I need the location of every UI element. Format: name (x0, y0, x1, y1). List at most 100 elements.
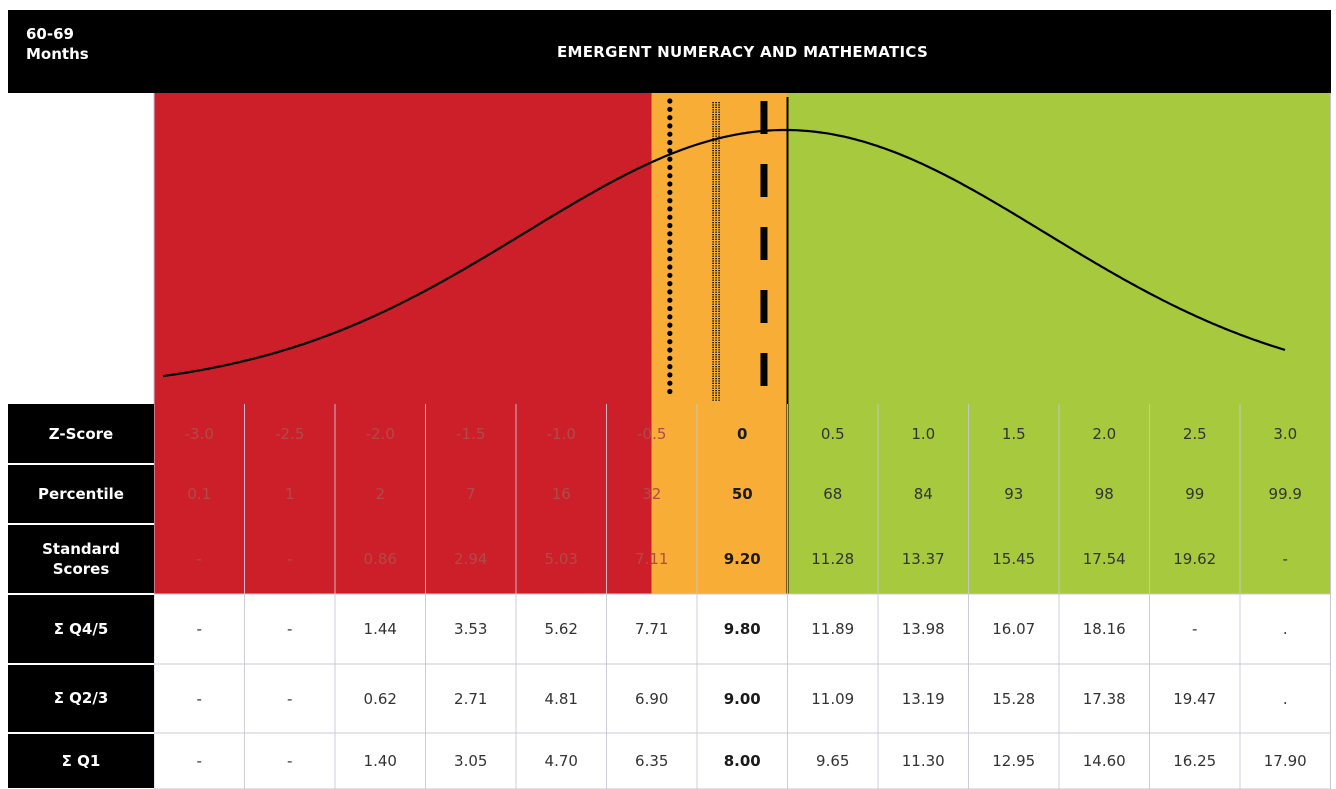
marker-dotted-dot (667, 289, 673, 295)
table-cell: 17.90 (1263, 752, 1307, 770)
table-cell: - (196, 550, 202, 568)
marker-dotted-dot (667, 231, 673, 237)
table-cell: 17.38 (1082, 689, 1126, 708)
label-separator (8, 593, 154, 595)
table-cell: - (287, 689, 293, 708)
marker-dotted-dot (667, 364, 673, 370)
marker-dotted-dot (667, 330, 673, 336)
table-cell: 1 (284, 485, 295, 503)
table-cell: 13.98 (901, 620, 945, 638)
table-cell: 4.81 (544, 689, 578, 708)
marker-dotted-dot (667, 148, 673, 154)
label-separator (8, 463, 154, 465)
table-cell: 15.45 (992, 550, 1036, 568)
table-cell: 15.28 (992, 689, 1036, 708)
marker-dotted-dot (667, 98, 673, 104)
table-cell: -2.0 (365, 425, 395, 443)
table-cell: - (196, 689, 202, 708)
table-cell: - (1192, 620, 1198, 638)
table-cell: 7.11 (635, 550, 669, 568)
table-cell: 32 (642, 485, 662, 503)
table-cell: 19.62 (1173, 550, 1217, 568)
table-cell: - (287, 620, 293, 638)
table-cell: 16.25 (1173, 752, 1217, 770)
marker-dotted-dot (667, 123, 673, 129)
table-cell: 68 (823, 485, 843, 503)
marker-dotted-dot (667, 388, 673, 395)
table-cell: 16 (551, 485, 571, 503)
table-cell: 50 (731, 485, 753, 503)
table-cell: - (196, 620, 202, 638)
table-cell: 9.80 (723, 620, 761, 638)
table-cell: 9.00 (723, 689, 761, 708)
table-cell: 11.09 (811, 689, 855, 708)
table-cell: 3.0 (1273, 425, 1298, 443)
label-separator (8, 523, 154, 525)
table-cell: 1.44 (363, 620, 397, 638)
label-separator (8, 663, 154, 665)
table-cell: 3.05 (454, 752, 488, 770)
table-cell: 9.20 (723, 550, 761, 568)
marker-dotted-dot (667, 380, 673, 386)
table-cell: -1.0 (546, 425, 576, 443)
table-cell: 14.60 (1082, 752, 1126, 770)
marker-dotted-dot (667, 106, 673, 112)
marker-dotted-dot (667, 297, 673, 303)
table-cell: 7 (465, 485, 476, 503)
row-label: Σ Q4/5 (8, 594, 154, 664)
table-cell: - (196, 752, 202, 770)
zone-red (154, 93, 652, 594)
row-label: Z-Score (8, 404, 154, 464)
marker-dotted-dot (667, 214, 673, 220)
marker-dotted-dot (667, 156, 673, 162)
table-cell: 11.30 (901, 752, 945, 770)
distribution-curve (162, 128, 1286, 378)
marker-dotted-dot (667, 314, 673, 320)
table-cell: 1.40 (363, 752, 397, 770)
marker-dotted-dot (667, 198, 673, 204)
table-cell: 0 (737, 425, 748, 443)
table-cell: 3.53 (454, 620, 488, 638)
marker-dotted-dot (667, 372, 673, 378)
marker-dotted-dot (667, 239, 673, 245)
table-cell: 6.35 (635, 752, 669, 770)
table-cell: 19.47 (1173, 689, 1217, 708)
table-cell: - (287, 752, 293, 770)
chart-title: EMERGENT NUMERACY AND MATHEMATICS (154, 10, 1331, 93)
table-cell: 84 (913, 485, 933, 503)
marker-dotted-dot (667, 339, 673, 345)
table-cell: 8.00 (723, 752, 761, 770)
table-cell: -0.5 (637, 425, 667, 443)
table-cell: 2.94 (454, 550, 488, 568)
table-cell: 0.1 (187, 485, 212, 503)
marker-dotted-dot (667, 206, 673, 212)
marker-dotted-dot (667, 281, 673, 287)
table-cell: 18.16 (1082, 620, 1126, 638)
label-separator (8, 732, 154, 734)
row-label: Σ Q2/3 (8, 664, 154, 733)
marker-dotted-dot (667, 256, 673, 262)
table-cell: 2.0 (1092, 425, 1117, 443)
table-cell: - (287, 550, 293, 568)
marker-dotted-dot (667, 272, 673, 278)
row-label: Σ Q1 (8, 733, 154, 789)
table-cell: 2.5 (1182, 425, 1207, 443)
table-cell: -2.5 (275, 425, 305, 443)
row-label: Standard Scores (8, 524, 154, 594)
table-cell: 16.07 (992, 620, 1036, 638)
table-cell: 4.70 (544, 752, 578, 770)
marker-dotted-dot (667, 189, 673, 195)
row-label: Percentile (8, 464, 154, 524)
marker-dotted-dot (667, 222, 673, 229)
table-cell: 0.86 (363, 550, 397, 568)
marker-dotted-dot (667, 264, 673, 270)
marker-dotted-dot (667, 139, 673, 146)
table-cell: 5.03 (544, 550, 578, 568)
marker-dotted-dot (667, 115, 673, 121)
table-cell: 0.5 (820, 425, 845, 443)
table-cell: 7.71 (635, 620, 669, 638)
table-cell: 6.90 (635, 689, 669, 708)
marker-dotted-dot (667, 355, 673, 361)
marker-dotted-dot (667, 322, 673, 328)
